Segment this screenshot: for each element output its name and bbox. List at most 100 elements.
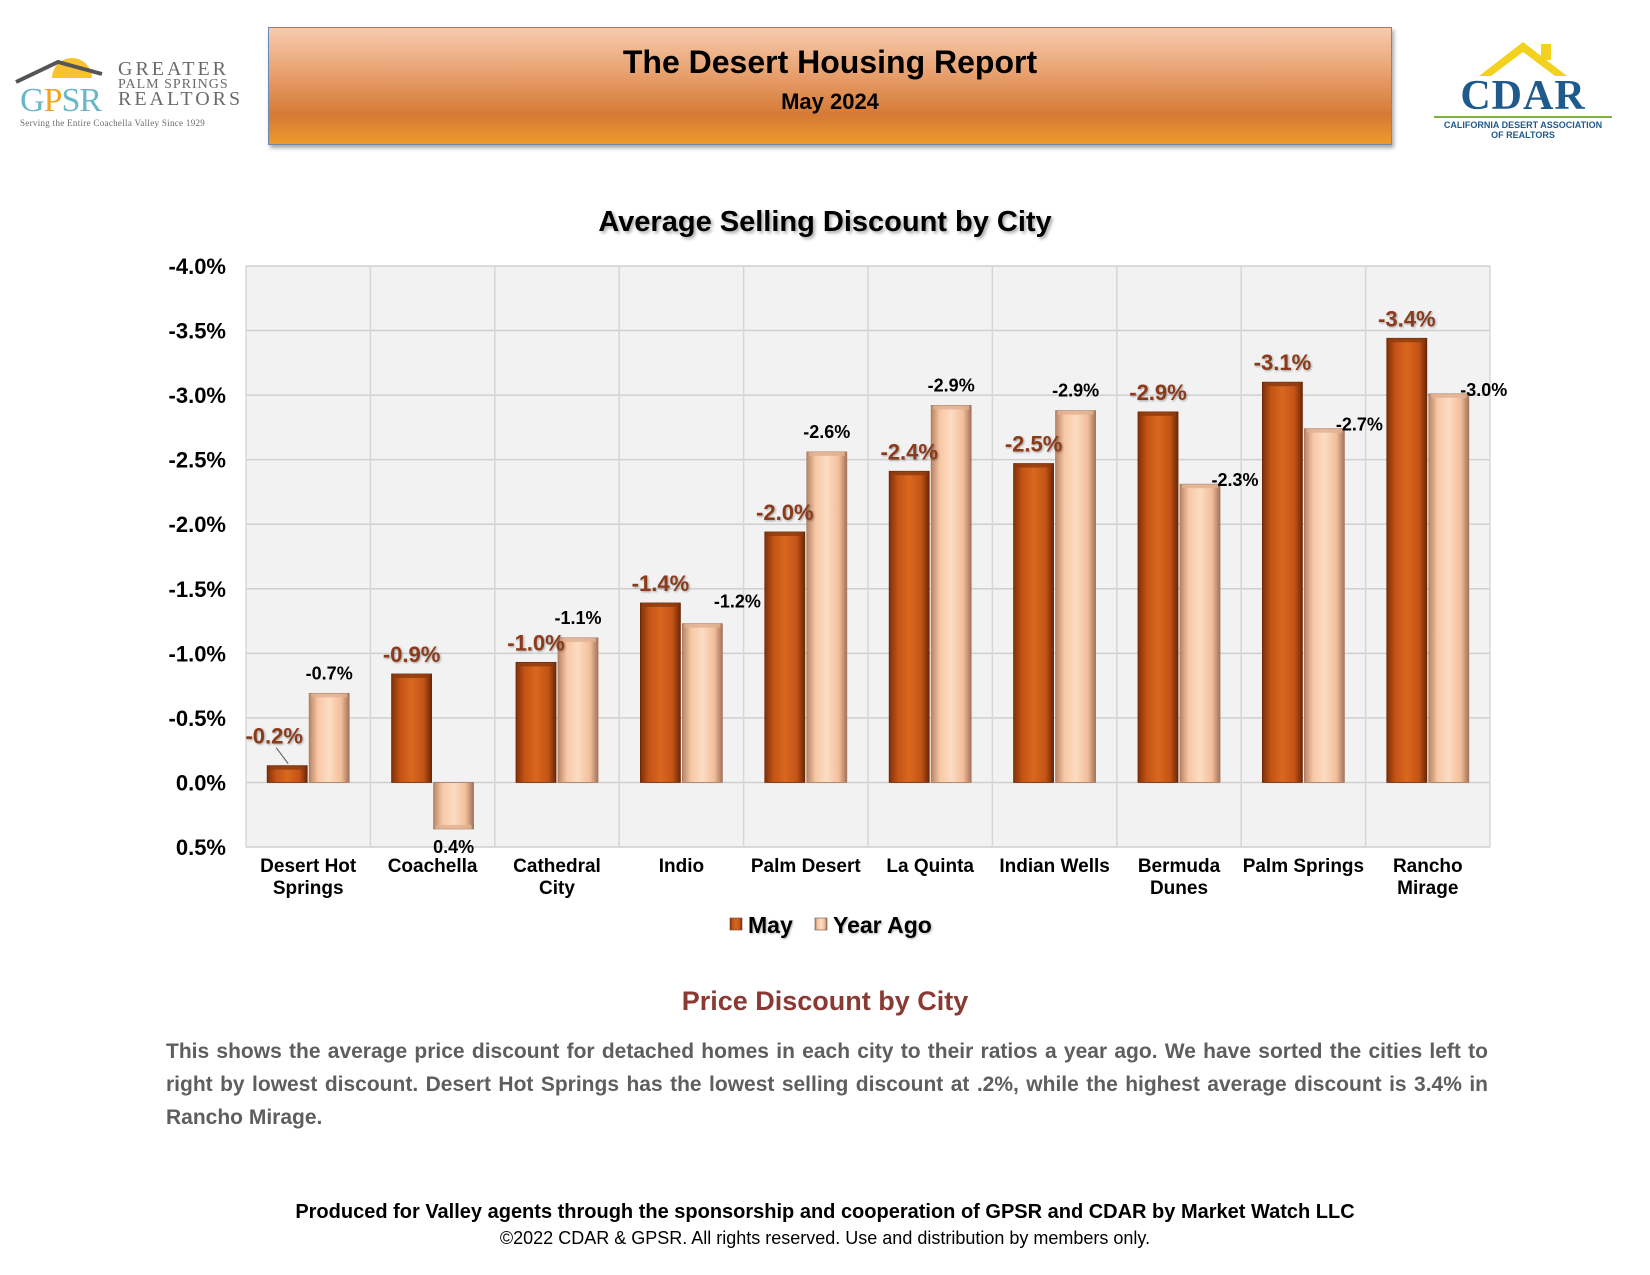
x-category-label: Rancho [1393, 856, 1463, 877]
bar-cap-may [1264, 382, 1301, 387]
legend-label-year-ago: Year Ago [833, 912, 932, 938]
bar-cap-may [1388, 338, 1425, 343]
bar-year-ago [682, 623, 723, 783]
y-tick-label: -1.5% [169, 577, 226, 602]
bar-cap-year-ago [933, 405, 970, 410]
description-text: This shows the average price discount fo… [166, 1040, 1488, 1129]
bar-year-ago [433, 782, 475, 830]
cdar-word: CDAR [1460, 73, 1586, 119]
data-label-may: -2.5% [1005, 432, 1062, 457]
bar-may [764, 531, 806, 783]
bar-may [1262, 381, 1303, 783]
data-label-may: -1.4% [632, 571, 689, 596]
data-label-may: -0.9% [383, 642, 440, 667]
x-category-label: Coachella [388, 856, 478, 877]
x-category-label: Bermuda [1138, 856, 1221, 877]
gpsr-tagline: Serving the Entire Coachella Valley Sinc… [20, 118, 206, 128]
data-label-may: -2.4% [880, 439, 937, 464]
house-roof-icon [1479, 42, 1567, 76]
data-label-may: -1.0% [507, 630, 564, 655]
cdar-logo: CDAR CALIFORNIA DESERT ASSOCIATION OF RE… [1428, 38, 1618, 148]
data-label-may: -2.0% [756, 500, 813, 525]
y-tick-label: -1.0% [169, 641, 226, 666]
x-category-label: La Quinta [886, 856, 974, 877]
bar-cap-may [642, 602, 679, 607]
chart-title: Average Selling Discount by City [598, 206, 1052, 238]
leader-line [275, 747, 289, 764]
report-date: May 2024 [781, 89, 879, 114]
x-category-label: Palm Desert [751, 856, 862, 877]
gpsr-name: GREATER PALM SPRINGS REALTORS [118, 58, 244, 110]
bar-cap-may [766, 531, 803, 536]
cdar-divider [1434, 116, 1612, 118]
x-category-label: Dunes [1150, 878, 1208, 899]
x-category-label: Springs [273, 878, 344, 899]
bar-year-ago [308, 692, 350, 783]
cdar-subtitle: CALIFORNIA DESERT ASSOCIATION OF REALTOR… [1428, 120, 1618, 140]
cdar-sub-line1: CALIFORNIA DESERT ASSOCIATION [1443, 120, 1603, 130]
x-category-label: Desert Hot [260, 856, 357, 877]
data-label-year-ago: -1.1% [554, 608, 601, 628]
x-category-label: City [539, 878, 575, 899]
data-label-year-ago: -3.0% [1460, 380, 1507, 400]
data-label-year-ago: -1.2% [714, 592, 761, 612]
bar-year-ago [1428, 393, 1470, 783]
bar-may [640, 602, 681, 783]
bar-cap-may [1015, 463, 1052, 468]
footer-copyright: ©2022 CDAR & GPSR. All rights reserved. … [499, 1228, 1151, 1248]
gpsr-line2: PALM SPRINGS [118, 77, 229, 92]
gpsr-line3: REALTORS [118, 88, 244, 110]
data-label-may: -0.2% [245, 724, 302, 749]
bar-may [515, 661, 557, 783]
cdar-sub-line2: OF REALTORS [1491, 130, 1555, 140]
bar-chart: -0.2%-0.7%-0.9%0.4%-1.0%-1.1%-1.4%-1.2%-… [169, 254, 1508, 938]
data-label-year-ago: -2.3% [1211, 470, 1258, 490]
data-label-year-ago: -0.7% [306, 663, 353, 683]
bar-may [1137, 411, 1179, 783]
data-label-year-ago: 0.4% [433, 837, 474, 857]
bar-may [888, 470, 930, 783]
data-label-year-ago: -2.9% [928, 375, 975, 395]
x-category-label: Cathedral [513, 856, 601, 877]
bar-may [1386, 337, 1428, 783]
bar-cap-year-ago [1182, 484, 1218, 489]
sun-roof-icon [14, 58, 114, 114]
y-tick-label: -3.5% [169, 319, 226, 344]
bar-cap-may [891, 471, 928, 476]
legend-label-may: May [748, 912, 793, 938]
x-category-label: Mirage [1397, 878, 1458, 899]
bar-cap-may [393, 673, 430, 678]
bar-cap-year-ago [560, 637, 596, 642]
legend-swatch-may [729, 917, 743, 931]
bar-cap-year-ago [1306, 428, 1343, 433]
data-label-may: -2.9% [1129, 380, 1186, 405]
bar-year-ago [1179, 483, 1221, 783]
gpsr-logo: GPSR GREATER PALM SPRINGS REALTORS Servi… [14, 52, 244, 132]
bar-cap-year-ago [1430, 393, 1467, 398]
footer-credit: Produced for Valley agents through the s… [295, 1201, 1355, 1223]
bar-may [1013, 463, 1054, 783]
bar-cap-year-ago [808, 451, 845, 456]
gpsr-line1: GREATER [118, 58, 229, 80]
y-tick-label: -0.5% [169, 706, 226, 731]
y-tick-label: -2.5% [169, 448, 226, 473]
bar-cap-year-ago [1057, 410, 1094, 415]
gpsr-letters: GPSR [20, 82, 102, 119]
report-title: The Desert Housing Report [622, 44, 1038, 80]
y-tick-label: 0.5% [176, 835, 226, 860]
data-label-year-ago: -2.7% [1336, 415, 1383, 435]
x-category-label: Indio [659, 856, 704, 877]
section-heading: Price Discount by City [681, 986, 969, 1016]
bar-year-ago [1055, 410, 1096, 783]
bar-cap-may [269, 765, 306, 770]
data-label-year-ago: -2.6% [803, 422, 850, 442]
bar-year-ago [1304, 428, 1345, 783]
x-category-label: Palm Springs [1243, 856, 1364, 877]
data-label-may: -3.1% [1254, 350, 1311, 375]
bar-year-ago [557, 637, 599, 783]
legend-swatch-year-ago [814, 917, 828, 931]
bar-cap-may [1140, 411, 1176, 416]
data-label-year-ago: -2.9% [1052, 381, 1099, 401]
bar-year-ago [930, 405, 972, 783]
x-category-label: Indian Wells [999, 856, 1110, 877]
